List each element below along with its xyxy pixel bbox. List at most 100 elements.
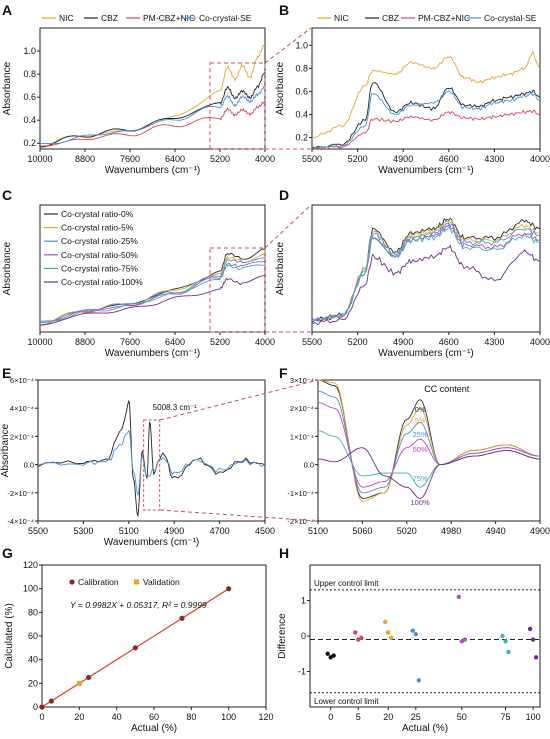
- x-axis-label: Wavenumbers (cm⁻¹): [104, 537, 199, 548]
- difference-point: [462, 637, 467, 642]
- zoom-box: [209, 247, 266, 333]
- legend-label: PM-CBZ+NIC: [418, 13, 470, 23]
- x-tick-label: 0: [328, 712, 333, 722]
- plot-frame: [39, 204, 266, 333]
- y-tick-label: 0.6: [295, 86, 308, 96]
- y-tick-label: 1×10⁻⁴: [290, 432, 314, 441]
- x-tick-label: 4000: [530, 154, 550, 164]
- x-tick-label: 5200: [348, 154, 368, 164]
- x-axis-label: Wavenumbers (cm⁻¹): [378, 348, 473, 359]
- spectrum-line: [311, 109, 541, 151]
- x-tick-label: 8800: [75, 154, 95, 164]
- x-axis-label: Wavenumbers (cm⁻¹): [105, 165, 200, 176]
- x-tick-label: 4600: [439, 154, 459, 164]
- panel-b: B 5500 5200 4900 4600 4300 4000 0.2 0.4 0.6 0.8 1.…: [275, 0, 550, 185]
- spectrum-line: [311, 219, 541, 321]
- plot-frame: [311, 204, 541, 333]
- upper-limit-label: Upper control limit: [314, 579, 379, 588]
- panel-g: G 0 20 40 60 80 100 120 0 20 40 60 80 100 120 Actual (…: [0, 545, 275, 739]
- x-tick-label: 4900: [164, 526, 184, 536]
- x-axis-label: Wavenumbers (cm⁻¹): [378, 165, 473, 176]
- spectrum-line: [39, 85, 266, 144]
- x-tick-label: 5500: [302, 337, 322, 347]
- spectrum-line: [37, 429, 266, 497]
- x-tick-label: 5020: [397, 526, 417, 536]
- series-label: 5%: [415, 416, 426, 425]
- y-tick-label: 120: [23, 560, 38, 570]
- y-tick-label: -1×10⁻⁴: [287, 489, 314, 498]
- spectrum-line: [39, 100, 266, 147]
- y-tick-label: 80: [28, 607, 38, 617]
- y-axis-label: Absorbance: [0, 423, 11, 477]
- difference-point: [500, 633, 505, 639]
- difference-point: [456, 594, 461, 600]
- calibration-point: [48, 698, 54, 704]
- spectrum-line: [39, 71, 266, 148]
- x-tick-label: 7600: [120, 154, 140, 164]
- spectrum-chart-b: 5500 5200 4900 4600 4300 4000 0.2 0.4 0.6 0.8 1.0 W…: [275, 13, 550, 176]
- x-tick-label: 6400: [165, 337, 185, 347]
- calibration-point: [39, 704, 45, 710]
- panel-label-a: A: [2, 2, 13, 18]
- plot-frame: [317, 379, 541, 522]
- series-label: 100%: [411, 498, 431, 507]
- x-tick-label: 4300: [484, 337, 504, 347]
- spectrum-chart-c: 10000 8800 7600 6400 5200 4000 Wavenumbers (cm…: [2, 204, 275, 359]
- y-tick-label: 60: [28, 631, 38, 641]
- y-tick-label: 40: [28, 655, 38, 665]
- x-tick-label: 10000: [27, 154, 52, 164]
- panel-label-d: D: [279, 187, 290, 203]
- panel-d: D 5500 5200 4900 4600 4300 4000 Wavenumbers (c…: [275, 185, 550, 365]
- y-tick-label: 1.0: [23, 46, 36, 56]
- spectrum-line: [37, 400, 266, 518]
- y-tick-label: -1: [298, 667, 306, 677]
- spectrum-chart-d: 5500 5200 4900 4600 4300 4000 Wavenumbers (cm⁻…: [275, 204, 550, 359]
- spectrum-line: [39, 257, 266, 324]
- x-tick-label: 4600: [439, 337, 459, 347]
- difference-point: [533, 655, 539, 660]
- difference-point: [383, 619, 388, 624]
- series-label: 50%: [413, 445, 428, 454]
- legend-label: CBZ: [382, 13, 399, 23]
- panel-f: F 5100 5060 5020 4980 4940 4900 -2×10⁻⁴ -1×10⁻⁴…: [275, 365, 550, 540]
- x-axis-label: Actual (%): [131, 723, 177, 734]
- y-tick-label: 6×10⁻⁴: [10, 376, 34, 385]
- panel-label-b: B: [279, 2, 290, 18]
- x-tick-label: 5200: [210, 154, 230, 164]
- legend-label: NIC: [334, 13, 349, 23]
- x-tick-label: 4000: [255, 154, 275, 164]
- x-tick-label: 4500: [255, 526, 275, 536]
- series-label: 0%: [415, 405, 426, 414]
- y-tick-label: -2×10⁻⁴: [287, 517, 314, 526]
- zoom-box: [143, 419, 161, 511]
- x-tick-label: 80: [186, 712, 196, 722]
- lower-limit-label: Lower control limit: [314, 697, 379, 706]
- x-tick-label: 60: [149, 712, 159, 722]
- x-tick-label: 4000: [255, 337, 275, 347]
- y-axis-label: Absorbance: [2, 61, 13, 115]
- spectrum-line: [39, 253, 266, 325]
- legend-label: Co-crystal ratio-5%: [61, 223, 134, 233]
- x-tick-label: 100: [221, 712, 236, 722]
- x-tick-label: 5: [356, 712, 361, 722]
- calibration-point: [226, 586, 232, 592]
- y-axis-label: Absorbance: [275, 241, 286, 295]
- x-tick-label: 100: [526, 712, 541, 722]
- x-axis-label: Wavenumbers (cm⁻¹): [105, 348, 200, 359]
- x-tick-label: 40: [112, 712, 122, 722]
- difference-point: [353, 630, 358, 635]
- calibration-point: [86, 674, 92, 681]
- spectrum-line: [311, 89, 541, 150]
- x-tick-label: 5060: [352, 526, 372, 536]
- x-tick-label: 5100: [119, 526, 139, 536]
- legend-label: Co-crystal ratio-50%: [61, 250, 138, 260]
- panel-label-c: C: [2, 187, 13, 203]
- y-tick-label: 0.6: [23, 92, 36, 102]
- difference-point: [359, 635, 364, 640]
- y-axis-label: Absorbance: [275, 61, 286, 115]
- legend-label: PM-CBZ+NIC: [143, 13, 195, 23]
- panel-h: H 0 5 20 25 50 75 100 -1 0 1 Actual (%) Difference U…: [275, 545, 550, 739]
- difference-point: [503, 639, 508, 644]
- plot-frame: [37, 379, 266, 522]
- y-tick-label: 0.2: [295, 132, 308, 142]
